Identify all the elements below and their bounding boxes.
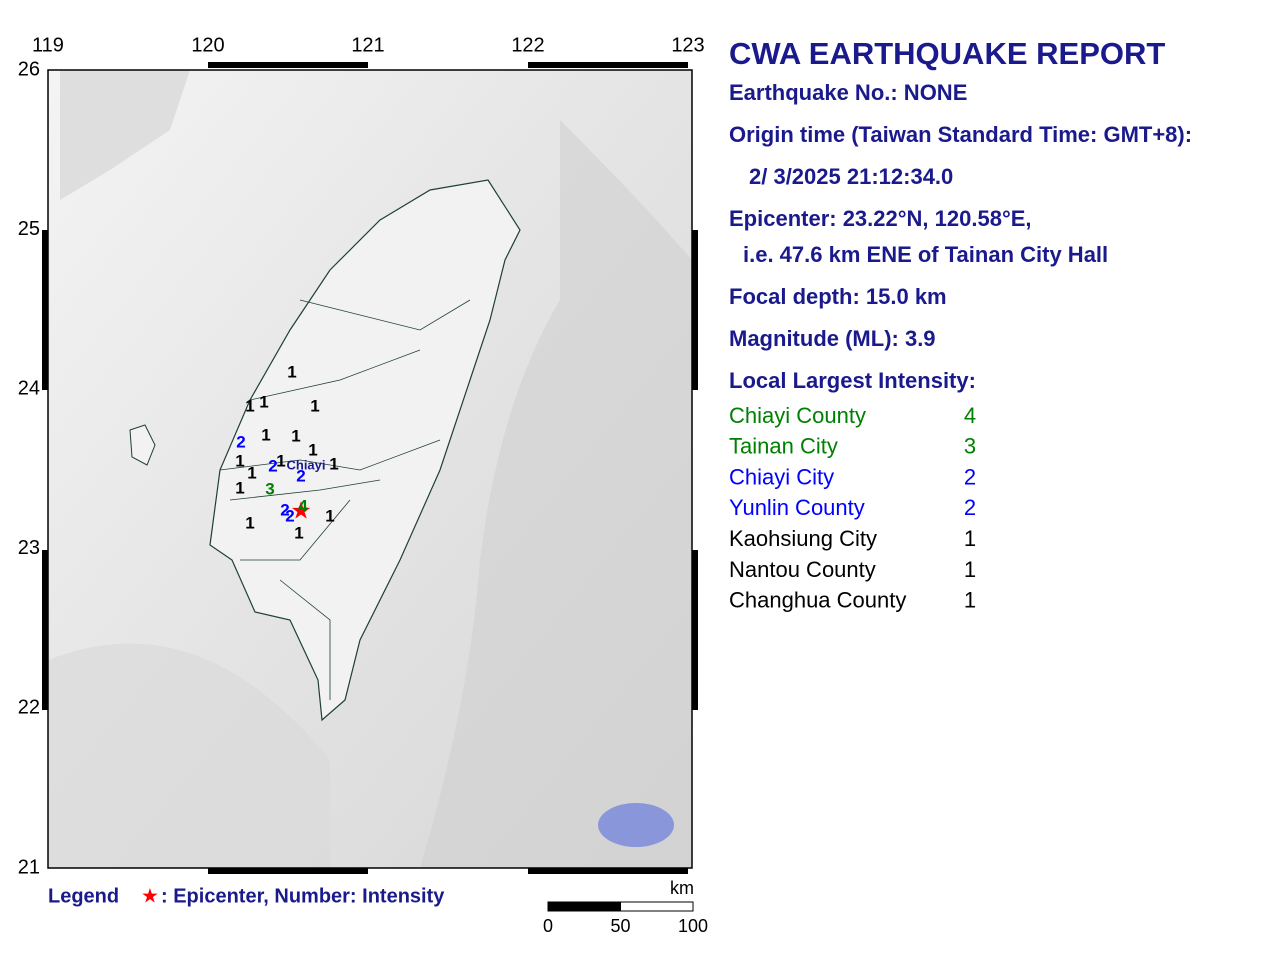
lat-tick-label: 25 (18, 218, 40, 240)
intensity-label: 1 (291, 426, 300, 445)
intensity-label: 1 (287, 362, 296, 381)
intensity-value: 1 (964, 588, 976, 613)
intensity-label: 1 (245, 396, 254, 415)
frame-bars (42, 62, 698, 874)
intensity-value: 3 (964, 434, 976, 459)
lat-tick-label: 26 (18, 58, 40, 80)
intensity-label: 1 (247, 463, 256, 482)
intensity-label: 1 (329, 454, 338, 473)
intensity-label: 1 (325, 506, 334, 525)
intensity-label: 1 (276, 451, 285, 470)
relief-land (48, 643, 330, 868)
intensity-label: 1 (235, 451, 244, 470)
scale-tick-label: 0 (543, 916, 553, 936)
intensity-label: 1 (261, 425, 270, 444)
relief-land (60, 70, 190, 200)
intensity-label: 2 (236, 432, 245, 451)
intensity-region: Changhua County (729, 588, 906, 613)
legend-text: : Epicenter, Number: Intensity (161, 885, 445, 907)
legend-symbol: ★ (141, 885, 159, 907)
report-line: Origin time (Taiwan Standard Time: GMT+8… (729, 122, 1192, 147)
intensity-value: 2 (964, 495, 976, 520)
lat-tick-label: 24 (18, 377, 40, 399)
report-line: i.e. 47.6 km ENE of Tainan City Hall (743, 242, 1108, 267)
intensity-label: 3 (265, 479, 274, 498)
report-title: CWA EARTHQUAKE REPORT (729, 36, 1165, 71)
report-line: Focal depth: 15.0 km (729, 284, 947, 309)
intensity-label: 1 (235, 478, 244, 497)
taiwan-outline (209, 179, 521, 722)
scale-tick-label: 50 (610, 916, 630, 936)
intensity-label: 1 (310, 396, 319, 415)
place-label: Chiayi (286, 457, 325, 472)
intensity-label: 4 (298, 496, 308, 515)
scale-unit: km (670, 878, 694, 898)
lat-tick-label: 22 (18, 697, 40, 719)
lon-tick-label: 120 (191, 34, 224, 56)
map-frame (47, 69, 693, 869)
scale-bar (620, 901, 694, 912)
intensity-value: 4 (964, 403, 976, 428)
intensity-value: 2 (964, 464, 976, 489)
scale-tick-label: 100 (678, 916, 708, 936)
intensity-label: 1 (259, 392, 268, 411)
intensity-label: 2 (296, 466, 305, 485)
intensity-value: 1 (964, 526, 976, 551)
intensity-label: 1 (294, 523, 303, 542)
intensity-region: Yunlin County (729, 495, 865, 520)
lon-tick-label: 122 (511, 34, 544, 56)
intensity-label: 2 (280, 500, 289, 519)
intensity-title: Local Largest Intensity: (729, 368, 976, 393)
report-line: Earthquake No.: NONE (729, 80, 967, 105)
intensity-region: Tainan City (729, 434, 838, 459)
intensity-label: 2 (285, 506, 294, 525)
county-borders (219, 299, 471, 700)
lat-tick-label: 23 (18, 537, 40, 559)
scale-bar (547, 901, 621, 912)
epicenter-star: ★ (290, 497, 312, 524)
intensity-region: Chiayi City (729, 464, 834, 489)
cwa-logo (598, 803, 674, 847)
report-line: Magnitude (ML): 3.9 (729, 326, 936, 351)
intensity-region: Kaohsiung City (729, 526, 877, 551)
intensity-label: 1 (245, 513, 254, 532)
lon-tick-label: 123 (671, 34, 704, 56)
intensity-label: 1 (308, 440, 317, 459)
legend-title: Legend (48, 885, 119, 907)
intensity-label: 2 (268, 456, 277, 475)
intensity-region: Nantou County (729, 557, 876, 582)
penghu (129, 424, 156, 466)
report-line: 2/ 3/2025 21:12:34.0 (749, 164, 953, 189)
report-line: Epicenter: 23.22°N, 120.58°E, (729, 206, 1032, 231)
intensity-region: Chiayi County (729, 403, 866, 428)
lon-tick-label: 121 (351, 34, 384, 56)
intensity-value: 1 (964, 557, 976, 582)
lat-tick-label: 21 (18, 856, 40, 878)
relief-land (420, 120, 692, 868)
lon-tick-label: 119 (32, 34, 64, 56)
